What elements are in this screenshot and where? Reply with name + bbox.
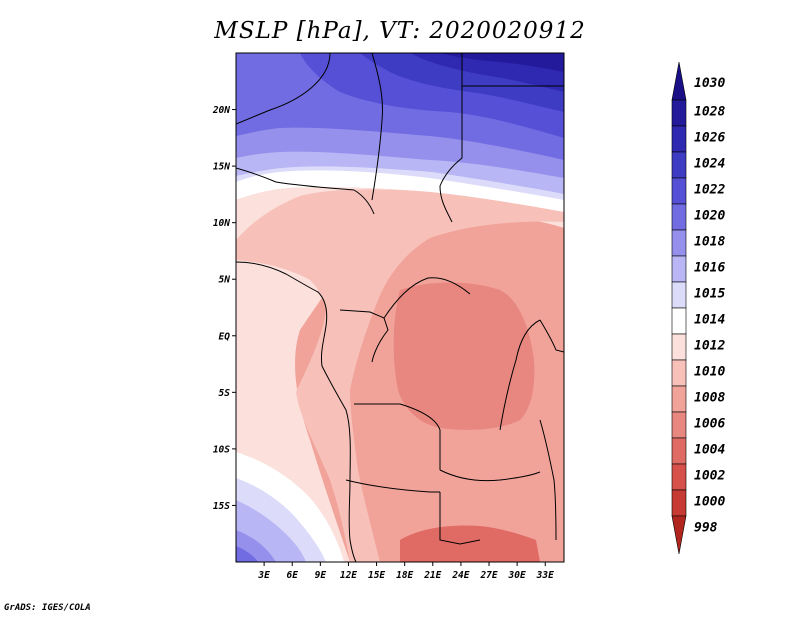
map-title: MSLP [hPa], VT: 2020020912 xyxy=(214,18,586,44)
colorbar-swatch xyxy=(671,229,687,257)
colorbar-swatch xyxy=(671,463,687,491)
colorbar-swatch xyxy=(671,151,687,179)
colorbar-swatch xyxy=(671,125,687,153)
lon-tick-label: 6E xyxy=(287,570,299,581)
band-1014 xyxy=(236,168,564,212)
lon-tick-label: 30E xyxy=(508,570,526,581)
colorbar-label: 1028 xyxy=(694,105,725,120)
colorbar-label: 1010 xyxy=(694,365,725,380)
coastlines xyxy=(236,53,564,562)
map-frame xyxy=(235,52,565,563)
colorbar-swatch xyxy=(671,333,687,361)
lon-tick-label: 12E xyxy=(340,570,357,581)
credit-text: GrADS: IGES/COLA xyxy=(4,603,91,613)
colorbar-swatch xyxy=(671,307,687,335)
lon-tick-label: 3E xyxy=(257,570,270,581)
lat-tick-label: 5S xyxy=(219,388,231,399)
colorbar-label: 1002 xyxy=(694,469,725,484)
colorbar-label: 1020 xyxy=(694,209,725,224)
lat-tick-label: 20N xyxy=(212,105,230,116)
colorbar-swatch xyxy=(671,61,687,101)
colorbar-swatch xyxy=(671,255,687,283)
lon-tick-label: 33E xyxy=(536,570,554,581)
band-1010 xyxy=(236,189,564,562)
colorbar-swatch xyxy=(671,411,687,439)
lon-tick-label: 18E xyxy=(396,570,413,581)
colorbar-label: 1016 xyxy=(694,261,725,276)
lat-tick-label: 5N xyxy=(219,275,231,286)
colorbar-label: 1006 xyxy=(694,417,725,432)
colorbar-label: 1015 xyxy=(694,287,725,302)
colorbar-label: 1018 xyxy=(694,235,725,250)
pressure-field xyxy=(236,53,564,562)
colorbar-swatch xyxy=(671,99,687,127)
colorbar-swatch xyxy=(671,281,687,309)
colorbar-swatch xyxy=(671,359,687,387)
lon-tick-label: 21E xyxy=(423,570,441,581)
lat-tick-label: 15S xyxy=(213,501,230,512)
lat-tick-label: 15N xyxy=(213,162,230,173)
lat-tick-label: EQ xyxy=(219,331,231,342)
colorbar-label: 1024 xyxy=(694,157,725,172)
band-1015 xyxy=(236,166,564,200)
lat-tick-label: 10N xyxy=(213,218,230,229)
colorbar-label: 1026 xyxy=(694,131,725,146)
colorbar-label: 1022 xyxy=(694,183,725,198)
colorbar-label: 998 xyxy=(694,521,718,536)
colorbar-label: 1030 xyxy=(694,76,725,91)
colorbar-swatch xyxy=(671,385,687,413)
band-1006 xyxy=(393,282,535,430)
colorbar-label: 1000 xyxy=(694,495,725,510)
band-1004 xyxy=(400,525,540,562)
colorbar-swatch xyxy=(671,177,687,205)
colorbar-swatch xyxy=(671,489,687,517)
colorbar-label: 1004 xyxy=(694,443,725,458)
lon-tick-label: 27E xyxy=(479,570,497,581)
colorbar: 1030 1028 1026 1024 1022 1020 1018 1016 1015 1014… xyxy=(671,61,725,555)
colorbar-swatch xyxy=(671,515,687,555)
colorbar-label: 1012 xyxy=(694,339,725,354)
lon-tick-label: 24E xyxy=(451,570,469,581)
lon-tick-label: 15E xyxy=(368,570,385,581)
colorbar-swatch xyxy=(671,203,687,231)
colorbar-swatch xyxy=(671,437,687,465)
band-1028 xyxy=(440,53,564,72)
band-sw-1020 xyxy=(236,546,258,562)
colorbar-label: 1008 xyxy=(694,391,725,406)
lon-tick-label: 9E xyxy=(315,570,327,581)
lat-tick-label: 10S xyxy=(213,444,230,455)
colorbar-label: 1014 xyxy=(694,313,725,328)
latitude-axis: 20N 15N 10N 5N EQ 5S 10S 15S xyxy=(212,105,236,512)
longitude-axis: 3E 6E 9E 12E 15E 18E 21E 24E 27E 30E 33E xyxy=(257,562,554,581)
